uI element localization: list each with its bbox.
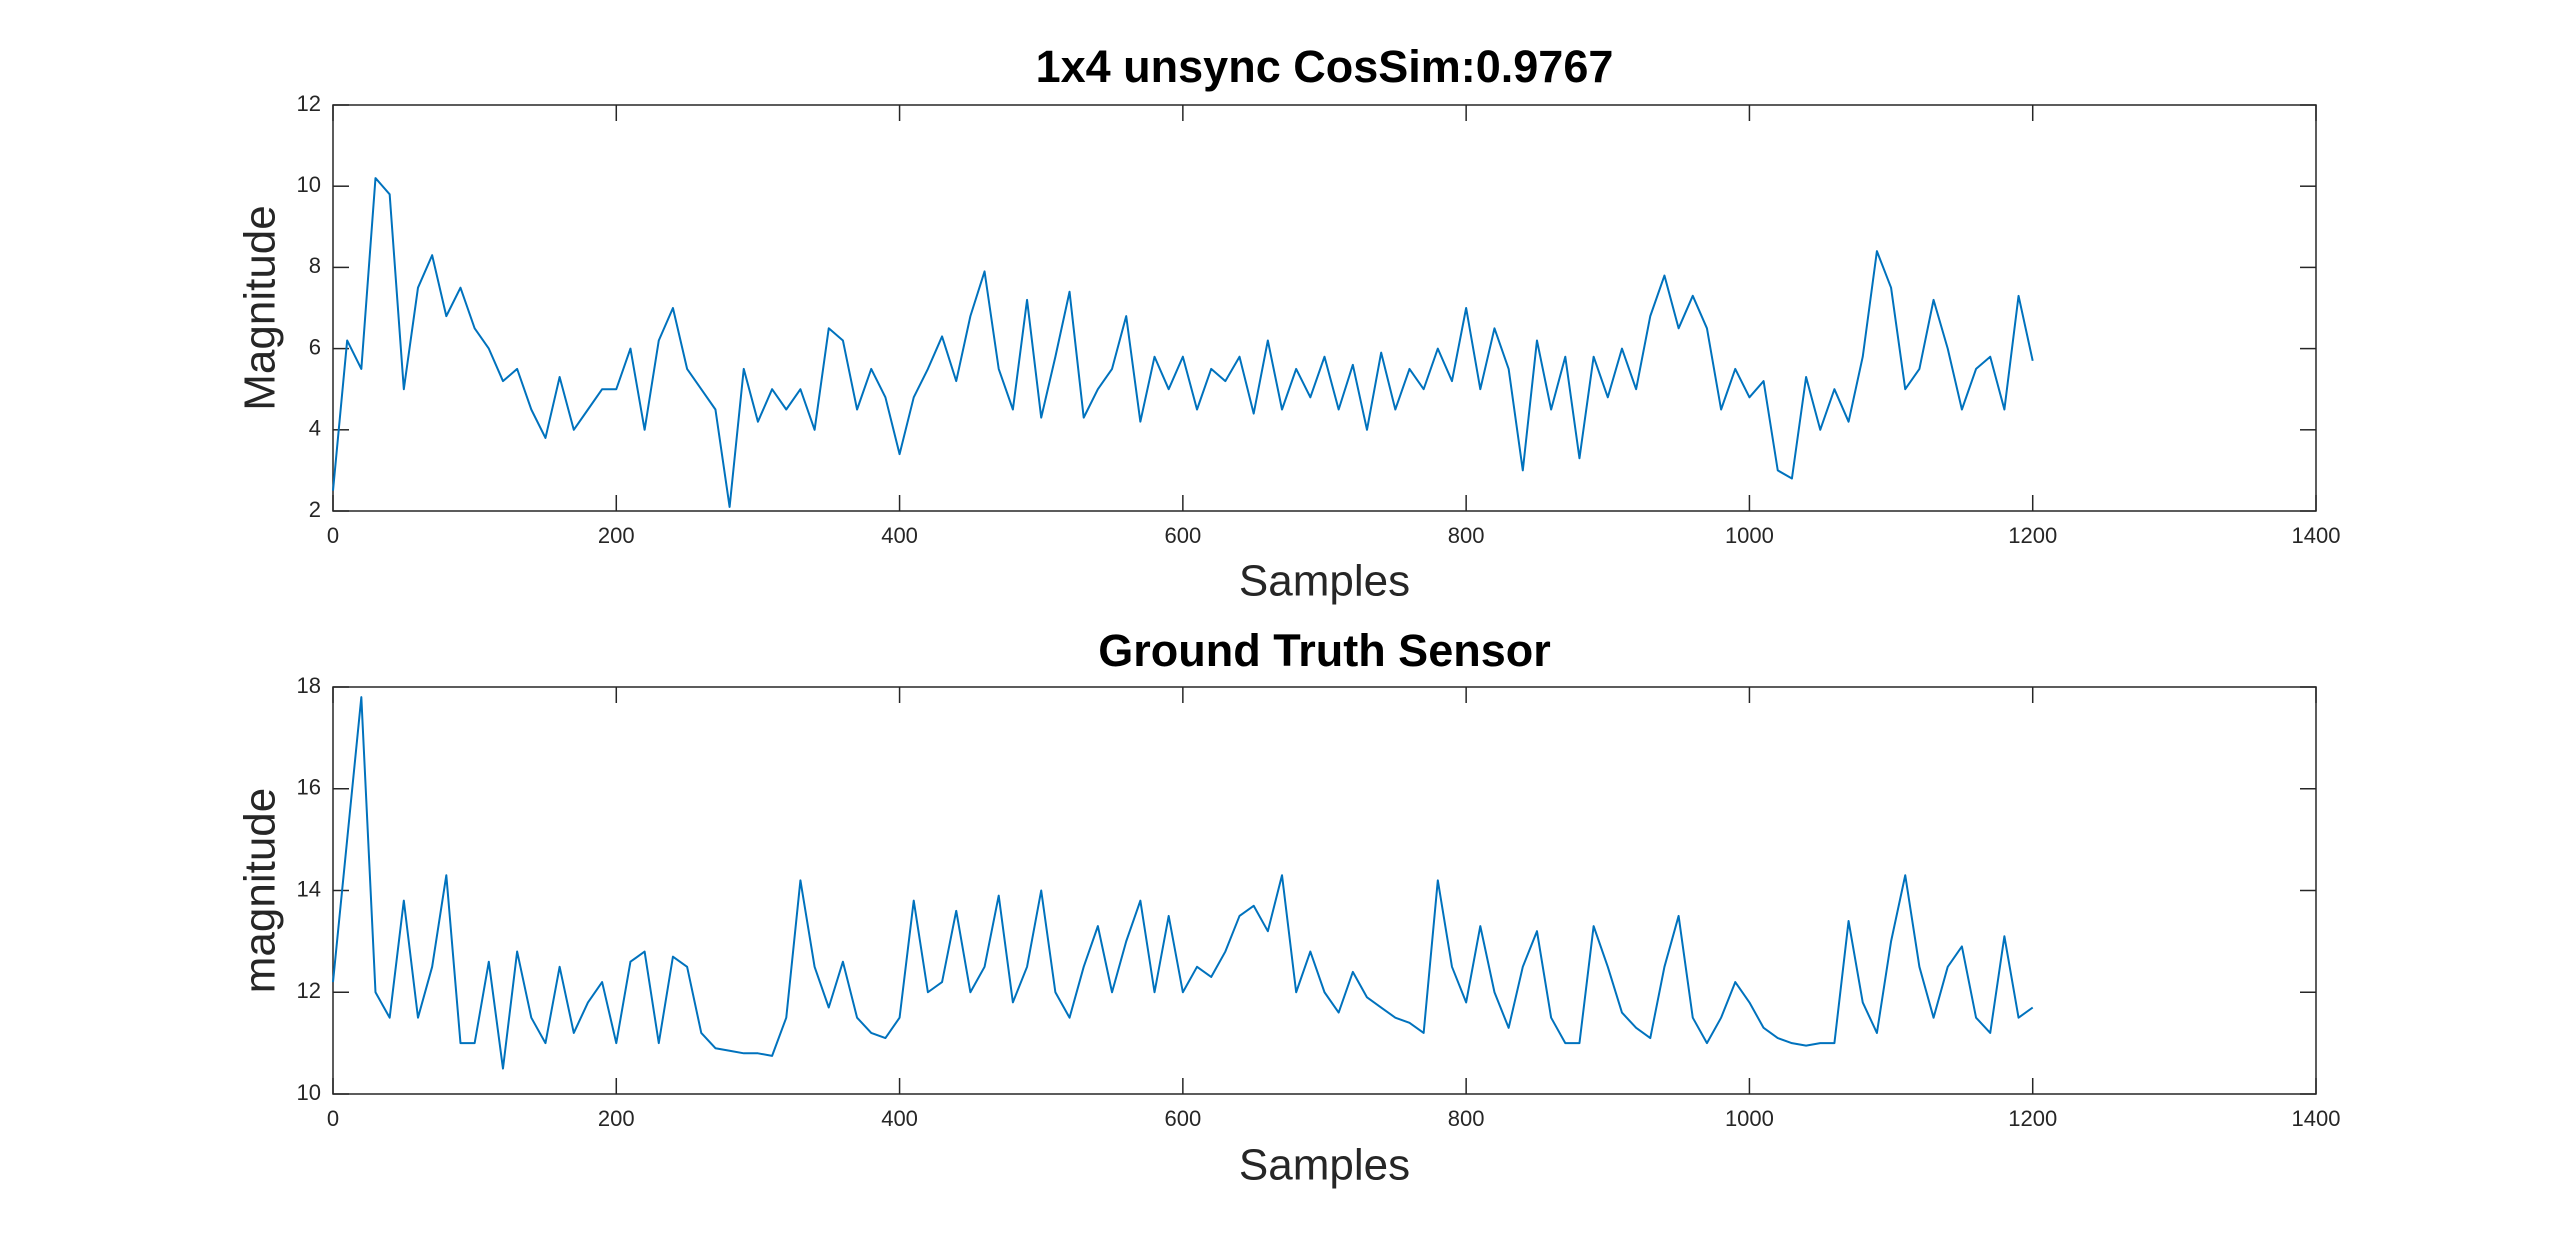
x-tick-label: 1200	[2008, 1106, 2057, 1131]
x-tick-label: 0	[327, 523, 339, 548]
chart-title: 1x4 unsync CosSim:0.9767	[1036, 41, 1614, 92]
x-axis-label: Samples	[1239, 557, 1410, 606]
y-axis-label: magnitude	[236, 788, 285, 993]
x-tick-label: 800	[1448, 523, 1485, 548]
plot-area	[332, 104, 2317, 512]
x-tick-label: 1200	[2008, 523, 2057, 548]
x-tick-label: 1400	[2292, 523, 2341, 548]
y-tick-label: 12	[297, 91, 321, 116]
x-axis-label: Samples	[1239, 1141, 1410, 1190]
x-tick-label: 200	[598, 523, 635, 548]
y-tick-label: 4	[309, 416, 321, 441]
x-tick-label: 1000	[1725, 523, 1774, 548]
y-tick-label: 8	[309, 253, 321, 278]
chart-title: Ground Truth Sensor	[1098, 625, 1551, 676]
x-tick-label: 400	[881, 1106, 918, 1131]
y-tick-label: 2	[309, 497, 321, 522]
y-tick-label: 10	[297, 172, 321, 197]
y-tick-label: 14	[297, 876, 321, 901]
y-tick-label: 16	[297, 775, 321, 800]
data-line	[332, 177, 2034, 508]
y-tick-label: 6	[309, 334, 321, 359]
x-tick-label: 0	[327, 1106, 339, 1131]
y-axis-label: Magnitude	[236, 205, 285, 410]
y-tick-label: 12	[297, 978, 321, 1003]
x-tick-label: 200	[598, 1106, 635, 1131]
plot-area	[332, 686, 2317, 1095]
x-tick-label: 800	[1448, 1106, 1485, 1131]
x-tick-label: 400	[881, 523, 918, 548]
y-tick-label: 18	[297, 673, 321, 698]
x-tick-label: 600	[1164, 1106, 1201, 1131]
x-tick-label: 1400	[2292, 1106, 2341, 1131]
y-tick-label: 10	[297, 1080, 321, 1105]
data-line	[332, 696, 2034, 1070]
x-tick-label: 600	[1164, 523, 1201, 548]
x-tick-label: 1000	[1725, 1106, 1774, 1131]
